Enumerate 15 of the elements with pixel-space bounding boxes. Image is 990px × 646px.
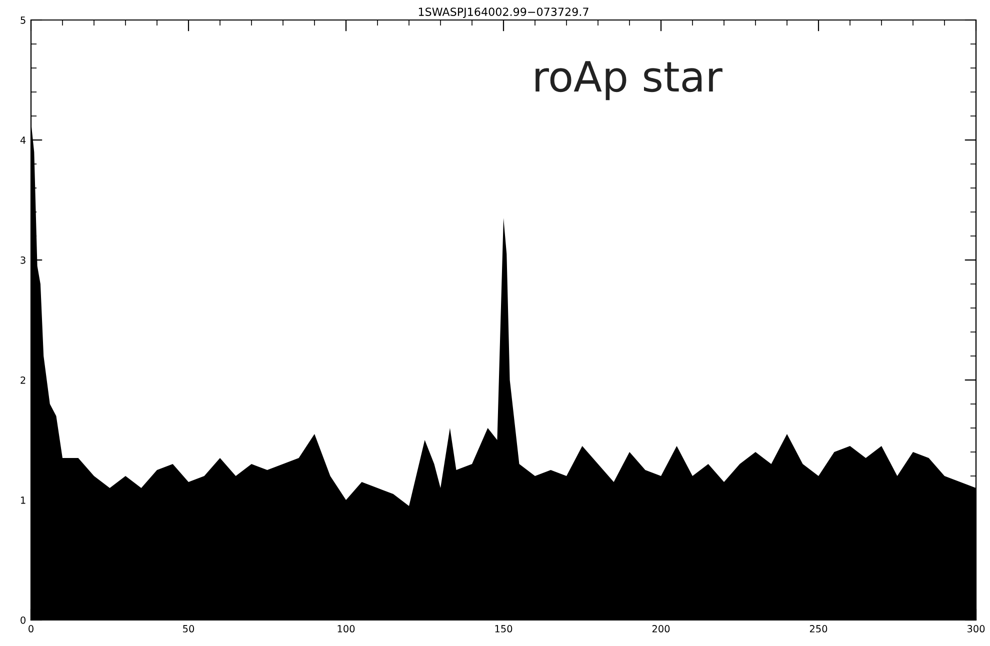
y-tick-label: 4 xyxy=(20,136,26,144)
y-tick-label: 2 xyxy=(20,376,26,384)
chart-title: 1SWASPJ164002.99−073729.7 xyxy=(418,8,588,18)
y-tick-label: 5 xyxy=(20,16,26,24)
y-tick-label: 1 xyxy=(21,496,26,504)
x-tick-label: 100 xyxy=(338,625,355,632)
x-tick-label: 300 xyxy=(967,625,985,632)
x-tick-label: 50 xyxy=(183,625,194,632)
x-tick-label: 200 xyxy=(652,625,670,632)
y-tick-label: 0 xyxy=(20,616,26,624)
y-tick-label: 3 xyxy=(20,256,26,264)
x-tick-label: 0 xyxy=(28,625,34,632)
x-tick-label: 150 xyxy=(495,625,512,632)
x-tick-label: 250 xyxy=(810,625,828,632)
annotation: roAp star xyxy=(536,61,722,100)
